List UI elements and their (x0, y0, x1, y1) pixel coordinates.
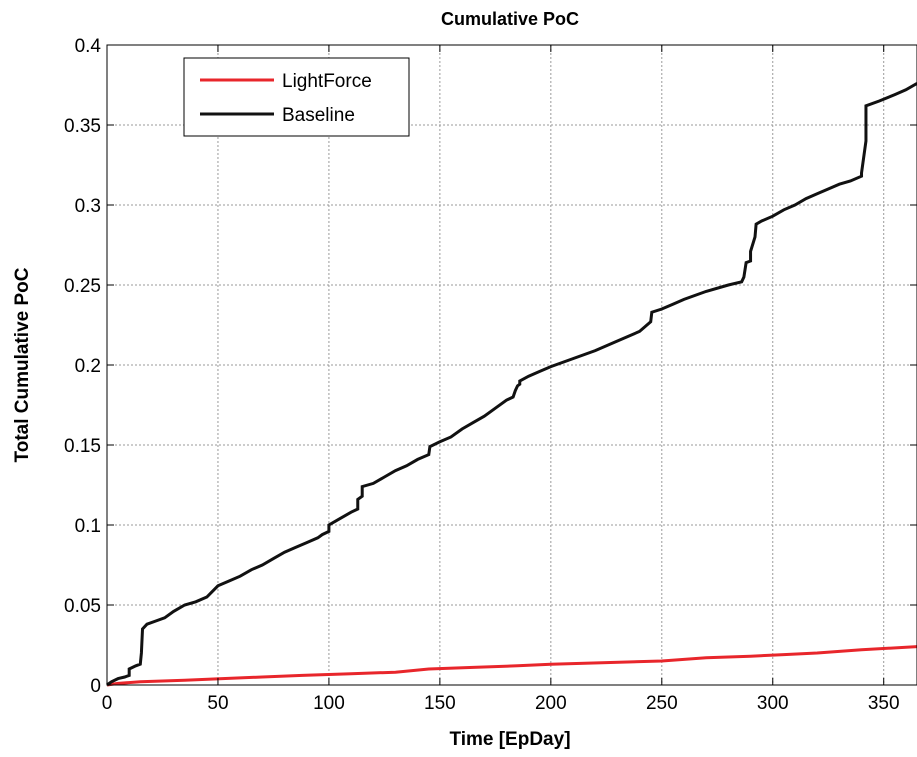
series-layer (106, 82, 917, 687)
grid-layer (107, 45, 917, 685)
y-tick-label: 0 (90, 676, 101, 697)
x-tick-label: 350 (868, 693, 900, 714)
x-tick-label: 150 (424, 693, 456, 714)
legend-label-baseline: Baseline (282, 105, 355, 126)
x-tick-label: 250 (646, 693, 678, 714)
x-axis-label: Time [EpDay] (449, 729, 570, 750)
x-tick-label: 300 (757, 693, 789, 714)
y-tick-label: 0.2 (75, 356, 101, 377)
chart-title: Cumulative PoC (441, 9, 579, 29)
y-tick-label: 0.1 (75, 516, 101, 537)
legend-label-lightforce: LightForce (282, 71, 372, 92)
x-tick-label: 200 (535, 693, 567, 714)
y-tick-label: 0.15 (64, 436, 101, 457)
y-tick-label: 0.05 (64, 596, 101, 617)
legend-box (183, 57, 410, 137)
y-tick-label: 0.25 (64, 276, 101, 297)
y-axis-label: Total Cumulative PoC (12, 267, 33, 462)
x-tick-label: 50 (207, 693, 228, 714)
tick-layer: 0 50 100 150 200 250 300 350 0 0.05 0.1 0.15 0.2 0.25… (64, 36, 917, 714)
y-tick-label: 0.4 (75, 36, 102, 57)
legend: LightForce Baseline (183, 57, 410, 137)
x-tick-label: 0 (102, 693, 113, 714)
y-tick-label: 0.3 (75, 196, 101, 217)
y-tick-label: 0.35 (64, 116, 101, 137)
x-tick-label: 100 (313, 693, 345, 714)
series-line-lightforce (106, 645, 917, 687)
series-line-baseline (106, 82, 917, 687)
